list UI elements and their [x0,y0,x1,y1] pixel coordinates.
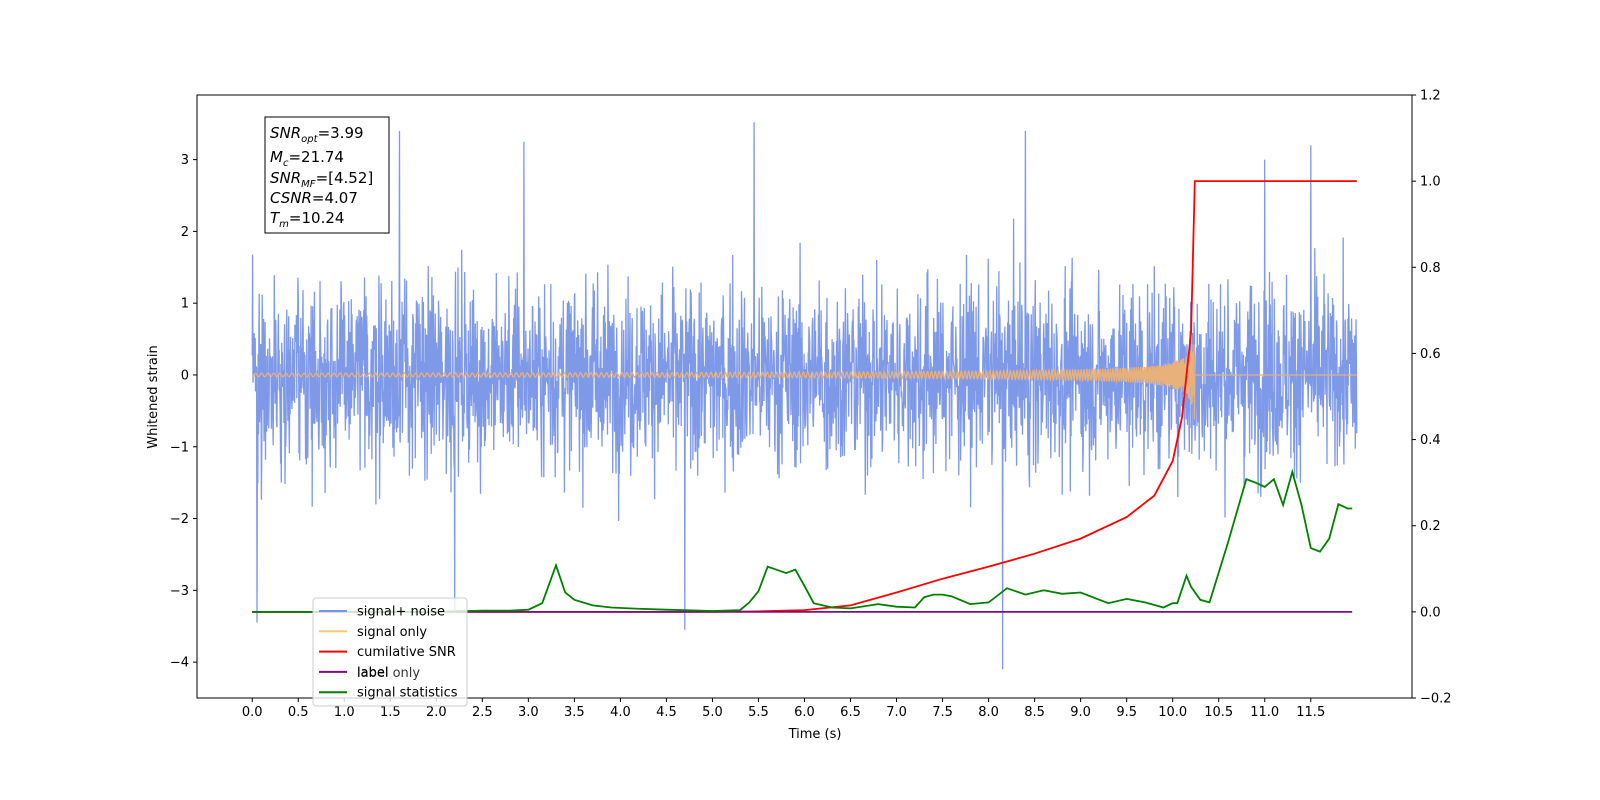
x-tick-label: 1.5 [380,705,401,720]
y-axis-left: 3 2 1 0 −1 −2 −3 −4 [170,153,197,671]
legend: label only signal+ noise signal only cumil… [312,597,468,707]
y2-tick-label: 1.0 [1420,175,1441,190]
annotation-mc: Mc=21.74 [270,148,344,169]
y-axis-right: 1.2 1.0 0.8 0.6 0.4 0.2 0.0 −0.2 [1412,89,1452,707]
x-tick-label: 9.0 [1070,705,1091,720]
legend-hidden-label: label only [357,666,420,681]
x-tick-label: 2.5 [472,705,493,720]
y2-tick-label: 0.0 [1420,605,1441,620]
x-tick-label: 0.5 [288,705,309,720]
series-layer [251,122,1358,670]
legend-box [312,597,468,707]
legend-label: signal+ noise [357,605,445,620]
y-tick-label: 2 [181,225,189,240]
y2-tick-label: 0.6 [1420,347,1441,362]
series-line-cumilative-snr [252,180,1357,613]
x-tick-label: 9.5 [1116,705,1137,720]
x-tick-label: 11.5 [1296,705,1325,720]
x-tick-label: 10.5 [1204,705,1233,720]
y-tick-label: −1 [170,440,189,455]
series-line-signal-noise [251,122,1358,670]
x-tick-label: 4.0 [610,705,631,720]
y-tick-label: 3 [181,153,189,168]
y-axis-label: Whitened strain [146,345,161,448]
legend-label: signal only [357,625,427,640]
x-tick-label: 1.0 [334,705,355,720]
x-tick-label: 7.5 [932,705,953,720]
x-tick-label: 4.5 [656,705,677,720]
y2-tick-label: 0.4 [1420,433,1441,448]
y-tick-label: 1 [181,297,189,312]
y2-tick-label: 0.8 [1420,261,1441,276]
y-tick-label: −2 [170,512,189,527]
y-tick-label: 0 [181,368,189,383]
x-axis: 0.0 0.5 1.0 1.5 2.0 2.5 3.0 3.5 4.0 4.5 5.0 5.5 6.0 6… [242,698,1325,720]
x-tick-label: 3.5 [564,705,585,720]
x-tick-label: 7.0 [886,705,907,720]
legend-label: cumilative SNR [357,645,456,660]
annotation-tm: Tm=10.24 [270,209,344,230]
x-tick-label: 5.5 [748,705,769,720]
x-tick-label: 2.0 [426,705,447,720]
series-line-signal-statistics [252,468,1353,613]
annotation-snr-opt: SNRopt=3.99 [270,124,364,145]
y2-tick-label: 0.2 [1420,519,1441,534]
x-tick-label: 8.5 [1024,705,1045,720]
y2-tick-label: −0.2 [1420,692,1452,707]
annotation-snr-mf: SNRMF=[4.52] [270,169,373,190]
x-tick-label: 3.0 [518,705,539,720]
x-tick-label: 6.0 [794,705,815,720]
y2-tick-label: 1.2 [1420,89,1441,104]
x-tick-label: 6.5 [840,705,861,720]
x-tick-label: 5.0 [702,705,723,720]
y-tick-label: −3 [170,584,189,599]
legend-label: signal statistics [357,686,458,701]
series-line-signal-only [252,343,1357,420]
y-tick-label: −4 [170,656,189,671]
x-axis-label: Time (s) [788,727,842,742]
x-tick-label: 8.0 [978,705,999,720]
x-tick-label: 0.0 [242,705,263,720]
legend-label: label [357,665,388,680]
x-tick-label: 10.0 [1158,705,1187,720]
annotation-csnr: CSNR=4.07 [270,189,358,207]
annotation-box: SNRopt=3.99 Mc=21.74 SNRMF=[4.52] CSNR=4… [264,116,390,234]
x-tick-label: 11.0 [1250,705,1279,720]
